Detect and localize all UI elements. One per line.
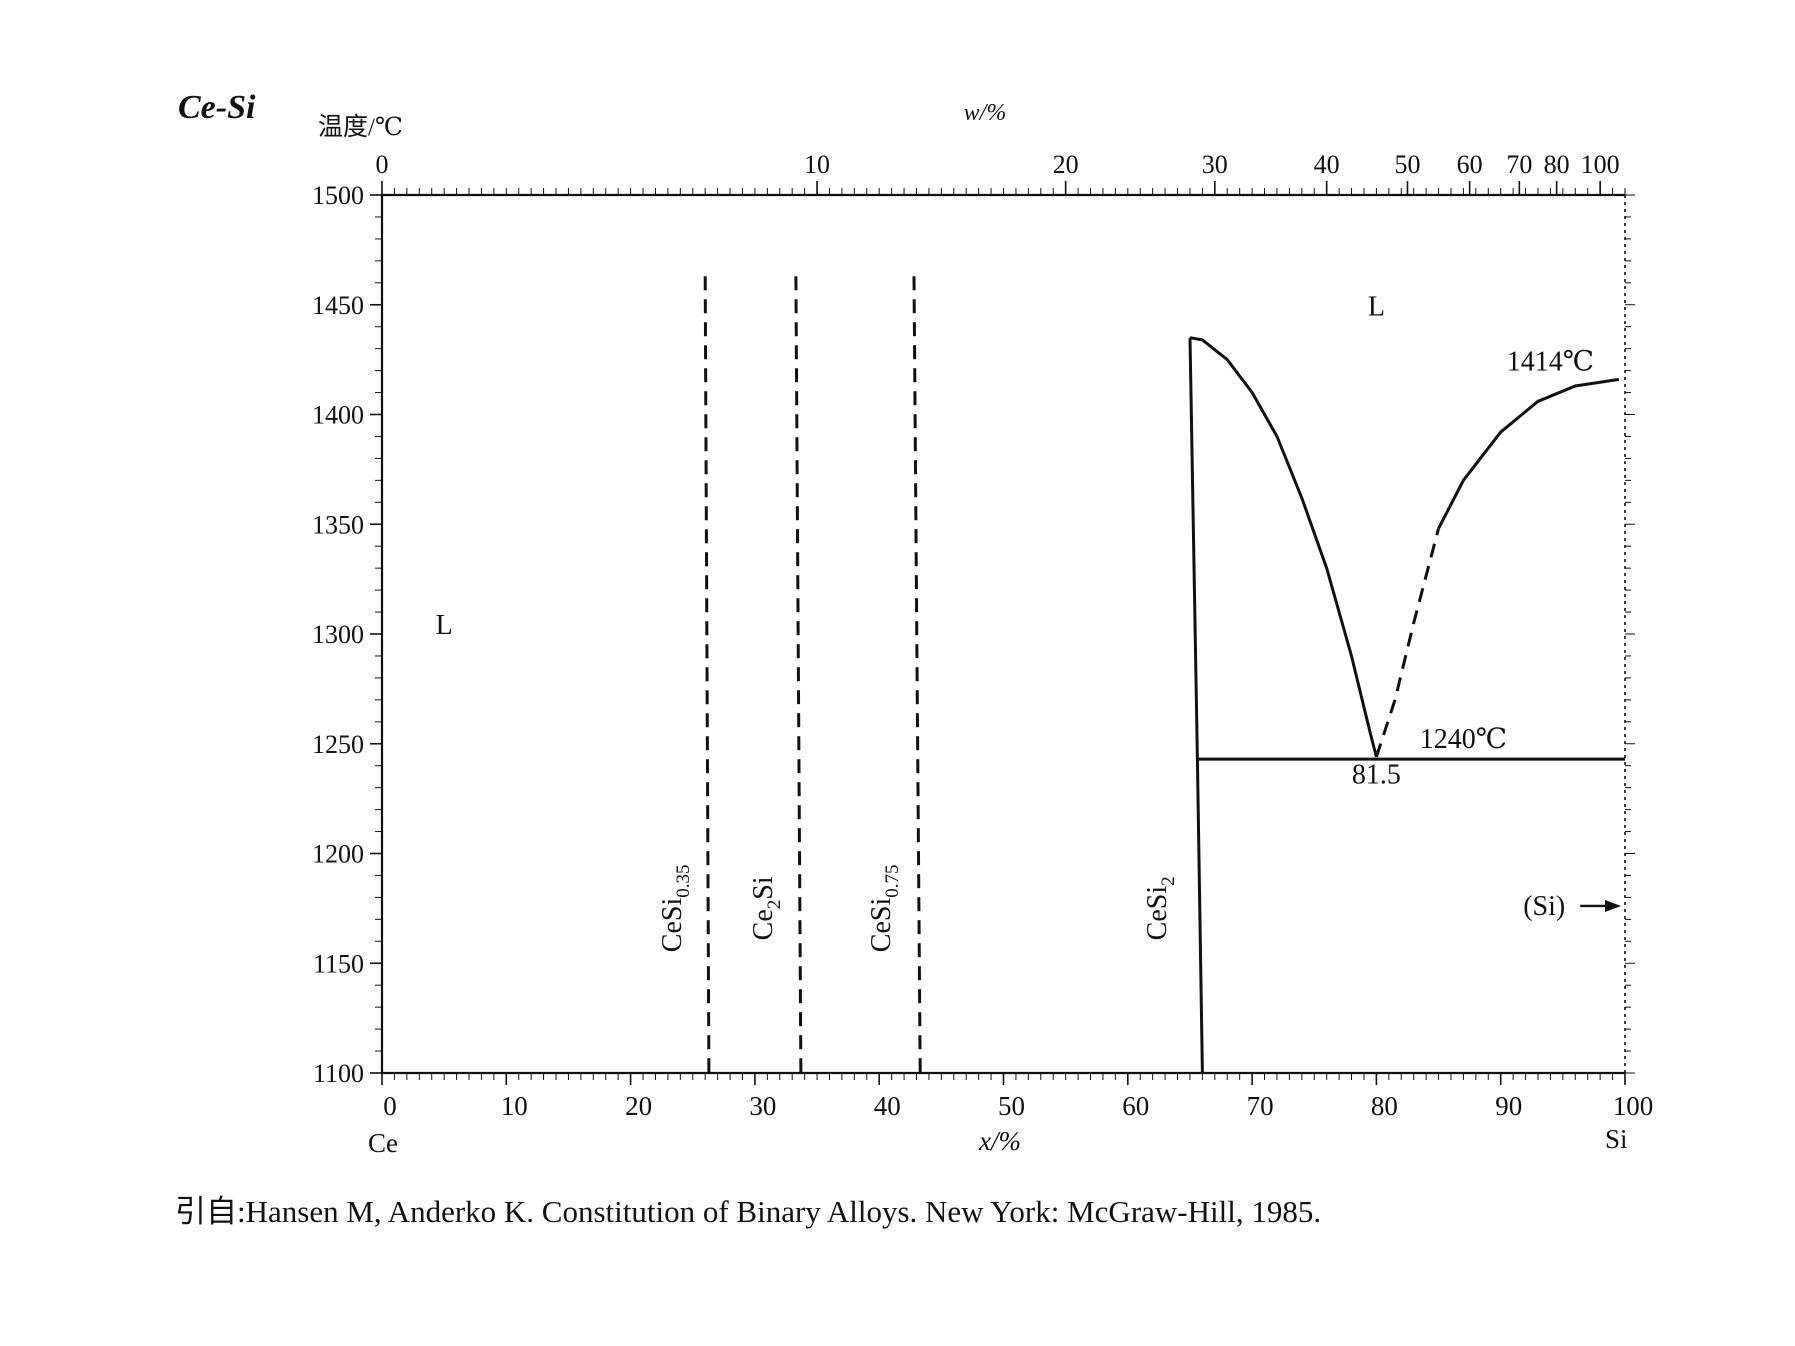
x-tick-label: 100 [1613, 1091, 1654, 1121]
phase-line-CeSi2 [1188, 337, 1204, 1074]
y-tick-label: 1300 [312, 620, 364, 649]
x-tick-label: 0 [383, 1091, 397, 1121]
phase-label-CeSi2: CeSi2 [1142, 876, 1179, 940]
annotation-si: (Si) [1523, 891, 1565, 922]
annotation: L [1368, 292, 1385, 323]
x-axis-label: x/% [978, 1126, 1021, 1156]
top-tick-label: 70 [1506, 150, 1532, 179]
liquidus-Si-liquidus [1437, 377, 1620, 530]
source-citation: 引自:Hansen M, Anderko K. Constitution of … [175, 1194, 1321, 1229]
y-tick-label: 1450 [312, 291, 364, 320]
y-tick-label: 1500 [312, 181, 364, 210]
top-tick-label: 0 [376, 150, 389, 179]
phase-label-main: CeSi [1142, 886, 1173, 941]
phase-label-sub: 2 [1158, 876, 1179, 886]
x-tick-label: 80 [1371, 1091, 1398, 1121]
y-axis-label: 温度/℃ [318, 113, 403, 141]
top-tick-label: 40 [1314, 150, 1340, 179]
phase-label-CeSi0.35: CeSi0.35 [657, 865, 694, 953]
x-tick-label: 90 [1495, 1091, 1522, 1121]
top-tick-label: 50 [1394, 150, 1420, 179]
phase-label-main: Ce [748, 909, 779, 940]
top-tick-label: 80 [1544, 150, 1570, 179]
phase-label-CeSi0.75: CeSi0.75 [866, 865, 903, 953]
phase-label-sub: 0.35 [673, 865, 694, 898]
phase-line-CeSi0.75 [912, 276, 922, 1074]
top-axis-label: w/% [964, 100, 1007, 126]
x-tick-label: 20 [625, 1091, 652, 1121]
annotation: L [436, 610, 453, 641]
y-tick-label: 1250 [312, 730, 364, 759]
y-tick-label: 1400 [312, 401, 364, 430]
x-tick-label: 70 [1247, 1091, 1274, 1121]
top-tick-label: 100 [1581, 150, 1620, 179]
x-tick-label: 50 [998, 1091, 1025, 1121]
top-tick-label: 60 [1457, 150, 1483, 179]
top-tick-label: 20 [1053, 150, 1079, 179]
phase-label-sub: 2 [764, 900, 785, 910]
annotation: 1240℃ [1420, 724, 1507, 755]
x-tick-label: 10 [501, 1091, 528, 1121]
y-tick-label: 1150 [313, 949, 364, 978]
phase-line-Ce2Si [794, 276, 803, 1074]
y-tick-label: 1350 [312, 510, 364, 539]
liquidus-CeSi2-liquidus [1189, 336, 1378, 758]
phase-label-main: CeSi [866, 898, 897, 953]
top-tick-label: 30 [1202, 150, 1228, 179]
phase-label-tail: Si [748, 876, 779, 900]
liquidus-Si-liquidus-dashed [1374, 528, 1440, 758]
x-tick-label: 40 [874, 1091, 901, 1121]
left-element-label: Ce [368, 1128, 398, 1158]
y-tick-label: 1200 [312, 840, 364, 869]
si-arrow-head [1605, 899, 1621, 912]
top-tick-label: 10 [804, 150, 830, 179]
phase-label-sub: 0.75 [882, 865, 903, 898]
phase-label-Ce2Si: Ce2Si [748, 876, 785, 940]
x-tick-label: 60 [1122, 1091, 1149, 1121]
system-label: Ce-Si [178, 89, 256, 126]
right-element-label: Si [1605, 1124, 1628, 1154]
annotation: 1414℃ [1507, 347, 1594, 378]
phase-label-main: CeSi [657, 898, 688, 953]
x-tick-label: 30 [749, 1091, 776, 1121]
phase-line-CeSi0.35 [703, 276, 711, 1074]
y-tick-label: 1100 [313, 1059, 364, 1088]
annotation: 81.5 [1352, 759, 1401, 790]
